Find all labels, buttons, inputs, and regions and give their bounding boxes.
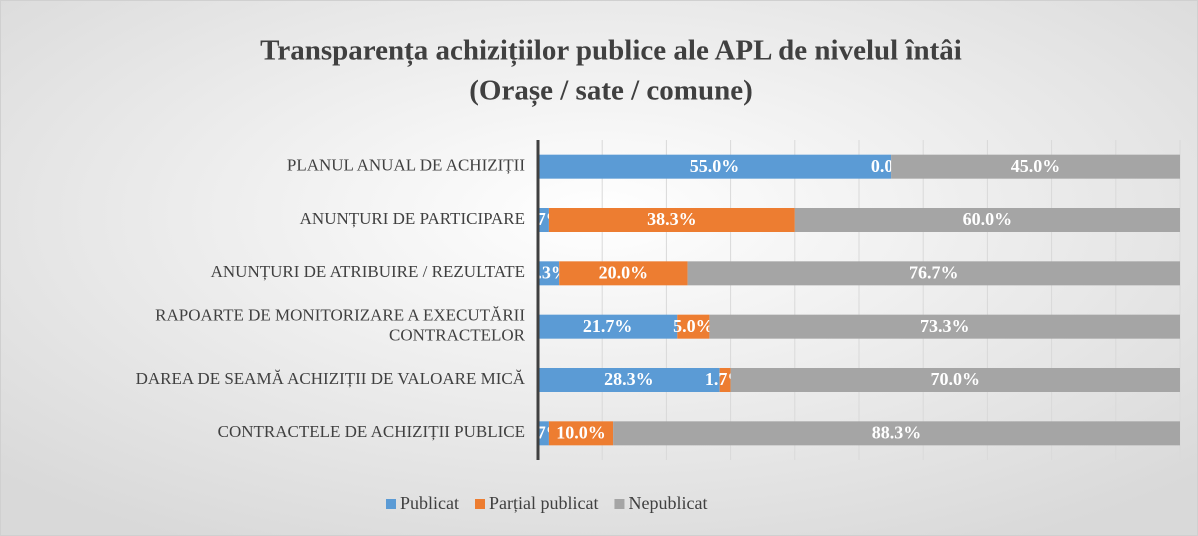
legend-label: Nepublicat	[628, 493, 707, 513]
category-label: DAREA DE SEAMĂ ACHIZIȚII DE VALOARE MICĂ	[136, 369, 526, 388]
bar-segment	[719, 368, 731, 392]
value-label: 70.0%	[931, 369, 981, 389]
chart-subtitle: (Orașe / sate / comune)	[469, 75, 753, 108]
bar-segment	[794, 208, 1180, 232]
bar-segment	[730, 368, 1180, 392]
value-label: 73.3%	[920, 316, 970, 336]
value-label: 10.0%	[556, 422, 606, 442]
value-label: 28.3%	[604, 369, 654, 389]
bar-segment	[538, 421, 549, 446]
bar-segment	[548, 208, 795, 232]
bar-segment	[538, 261, 560, 286]
category-label: PLANUL ANUAL DE ACHIZIȚII	[287, 156, 525, 175]
legend-swatch	[475, 499, 485, 509]
category-label: CONTRACTELE DE ACHIZIȚII PUBLICE	[218, 422, 525, 441]
legend-swatch	[614, 499, 625, 509]
bar-segment	[559, 261, 688, 286]
legend-label: Parțial publicat	[489, 493, 598, 513]
category-label: RAPOARTE DE MONITORIZARE A EXECUTĂRII CON…	[155, 306, 525, 345]
bar-segment	[538, 314, 678, 339]
bar-segment	[687, 261, 1180, 286]
value-label: 5.0%	[673, 316, 714, 336]
category-label: ANUNȚURI DE PARTICIPARE	[300, 209, 525, 228]
value-label: 76.7%	[909, 262, 959, 282]
category-label: ANUNȚURI DE ATRIBUIRE / REZULTATE	[211, 262, 525, 281]
value-label: 21.7%	[583, 316, 633, 336]
bar-segment	[709, 314, 1180, 339]
bar-segment	[538, 368, 720, 392]
value-label: 20.0%	[599, 262, 649, 282]
bar-segment	[677, 314, 710, 339]
value-label: 88.3%	[872, 422, 922, 442]
value-label: 45.0%	[1011, 156, 1061, 176]
bar-segment	[538, 208, 549, 232]
bar-segment	[891, 154, 1180, 179]
bar-segment	[613, 421, 1180, 446]
legend-label: Publicat	[400, 493, 459, 513]
chart-title: Transparența achizițiilor publice ale AP…	[260, 35, 962, 68]
value-label: 60.0%	[963, 209, 1013, 229]
value-label: 55.0%	[690, 156, 740, 176]
bar-segment	[548, 421, 614, 446]
legend-swatch	[386, 499, 396, 509]
bar-segment	[538, 154, 892, 179]
value-label: 38.3%	[647, 209, 697, 229]
